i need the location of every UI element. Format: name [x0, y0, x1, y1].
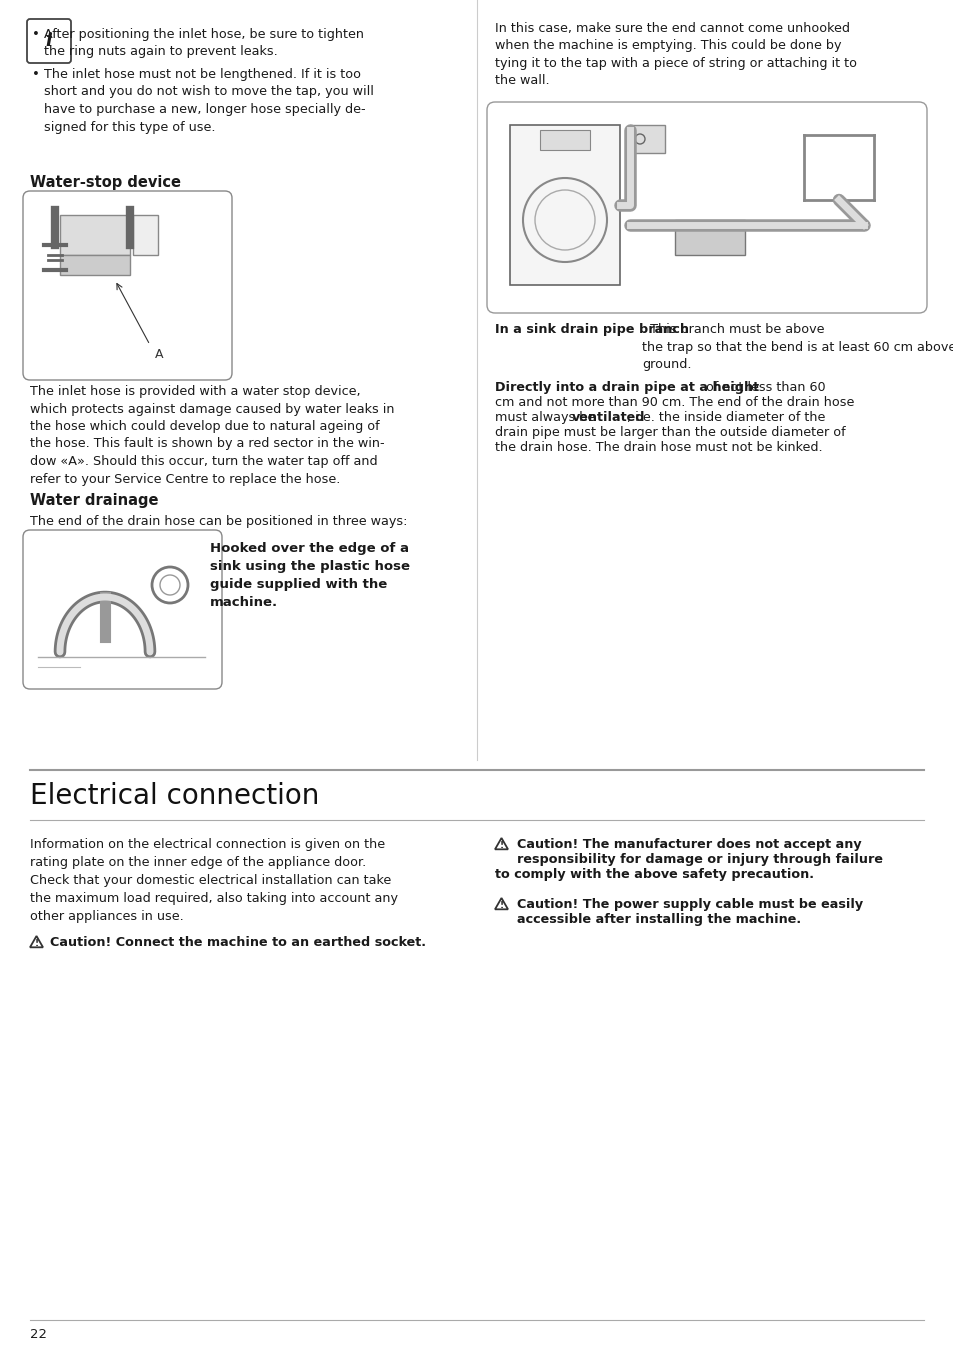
Text: !: ! — [34, 940, 38, 948]
Text: drain pipe must be larger than the outside diameter of: drain pipe must be larger than the outsi… — [495, 426, 844, 439]
FancyBboxPatch shape — [23, 530, 222, 690]
Bar — [629, 124, 664, 153]
Text: The inlet hose is provided with a water stop device,
which protects against dama: The inlet hose is provided with a water … — [30, 385, 395, 485]
Text: After positioning the inlet hose, be sure to tighten
the ring nuts again to prev: After positioning the inlet hose, be sur… — [44, 28, 364, 58]
Bar — [675, 220, 744, 256]
Text: Water drainage: Water drainage — [30, 493, 158, 508]
FancyBboxPatch shape — [23, 191, 232, 380]
Text: responsibility for damage or injury through failure: responsibility for damage or injury thro… — [517, 853, 882, 867]
Text: of not less than 60: of not less than 60 — [701, 381, 825, 393]
Text: The inlet hose must not be lengthened. If it is too
short and you do not wish to: The inlet hose must not be lengthened. I… — [44, 68, 374, 134]
Text: Directly into a drain pipe at a height: Directly into a drain pipe at a height — [495, 381, 759, 393]
Bar — [539, 130, 589, 150]
Text: Hooked over the edge of a
sink using the plastic hose
guide supplied with the
ma: Hooked over the edge of a sink using the… — [210, 542, 410, 608]
Bar — [60, 215, 130, 256]
Text: 22: 22 — [30, 1328, 47, 1341]
Text: cm and not more than 90 cm. The end of the drain hose: cm and not more than 90 cm. The end of t… — [495, 396, 854, 410]
Bar — [132, 215, 158, 256]
FancyBboxPatch shape — [27, 19, 71, 64]
Text: In this case, make sure the end cannot come unhooked
when the machine is emptyin: In this case, make sure the end cannot c… — [495, 22, 856, 88]
Text: !: ! — [499, 841, 503, 850]
Text: The end of the drain hose can be positioned in three ways:: The end of the drain hose can be positio… — [30, 515, 407, 529]
Text: •: • — [32, 68, 40, 81]
Text: In a sink drain pipe branch: In a sink drain pipe branch — [495, 323, 688, 337]
FancyBboxPatch shape — [486, 101, 926, 314]
Bar — [510, 124, 619, 285]
Text: the drain hose. The drain hose must not be kinked.: the drain hose. The drain hose must not … — [495, 441, 821, 454]
Text: to comply with the above safety precaution.: to comply with the above safety precauti… — [495, 868, 813, 882]
Text: Caution! Connect the machine to an earthed socket.: Caution! Connect the machine to an earth… — [50, 936, 426, 949]
Text: . This branch must be above
the trap so that the bend is at least 60 cm above th: . This branch must be above the trap so … — [641, 323, 953, 370]
Text: •: • — [32, 28, 40, 41]
Text: Information on the electrical connection is given on the
rating plate on the inn: Information on the electrical connection… — [30, 838, 397, 923]
Text: , i.e. the inside diameter of the: , i.e. the inside diameter of the — [626, 411, 824, 425]
Text: accessible after installing the machine.: accessible after installing the machine. — [517, 913, 801, 926]
Bar — [60, 256, 130, 274]
Text: ventilated: ventilated — [572, 411, 645, 425]
Text: Caution! The manufacturer does not accept any: Caution! The manufacturer does not accep… — [517, 838, 861, 850]
Text: i: i — [46, 32, 52, 50]
Text: A: A — [154, 347, 163, 361]
Text: Electrical connection: Electrical connection — [30, 781, 319, 810]
Text: must always be: must always be — [495, 411, 598, 425]
Text: Water-stop device: Water-stop device — [30, 174, 181, 191]
Text: Caution! The power supply cable must be easily: Caution! The power supply cable must be … — [517, 898, 862, 911]
Text: !: ! — [499, 902, 503, 910]
